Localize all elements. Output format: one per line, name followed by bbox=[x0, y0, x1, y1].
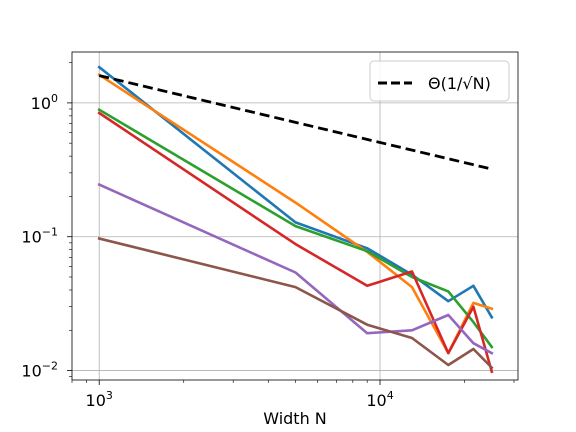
legend: Θ(1/√N) bbox=[369, 60, 510, 102]
series-line-1 bbox=[97, 65, 494, 320]
series-line-2 bbox=[97, 73, 494, 355]
x-axis-label: Width N bbox=[263, 409, 327, 428]
series-line-3 bbox=[97, 107, 494, 349]
legend-entry-label: Θ(1/√N) bbox=[428, 74, 491, 93]
axes-frame bbox=[71, 51, 519, 381]
y-tick-label: 10−2 bbox=[21, 360, 58, 381]
series-line-6 bbox=[97, 236, 494, 370]
series-line-4 bbox=[97, 111, 494, 374]
x-tick-label: 104 bbox=[366, 389, 393, 410]
y-tick-label: 10−1 bbox=[21, 226, 58, 247]
y-tick-label: 100 bbox=[31, 92, 58, 113]
legend-box bbox=[369, 60, 510, 102]
series-line-5 bbox=[97, 182, 494, 355]
series-layer bbox=[97, 65, 494, 374]
reference-line-theta bbox=[98, 74, 493, 171]
x-tick-label: 103 bbox=[86, 389, 113, 410]
ticks-layer bbox=[67, 62, 515, 385]
